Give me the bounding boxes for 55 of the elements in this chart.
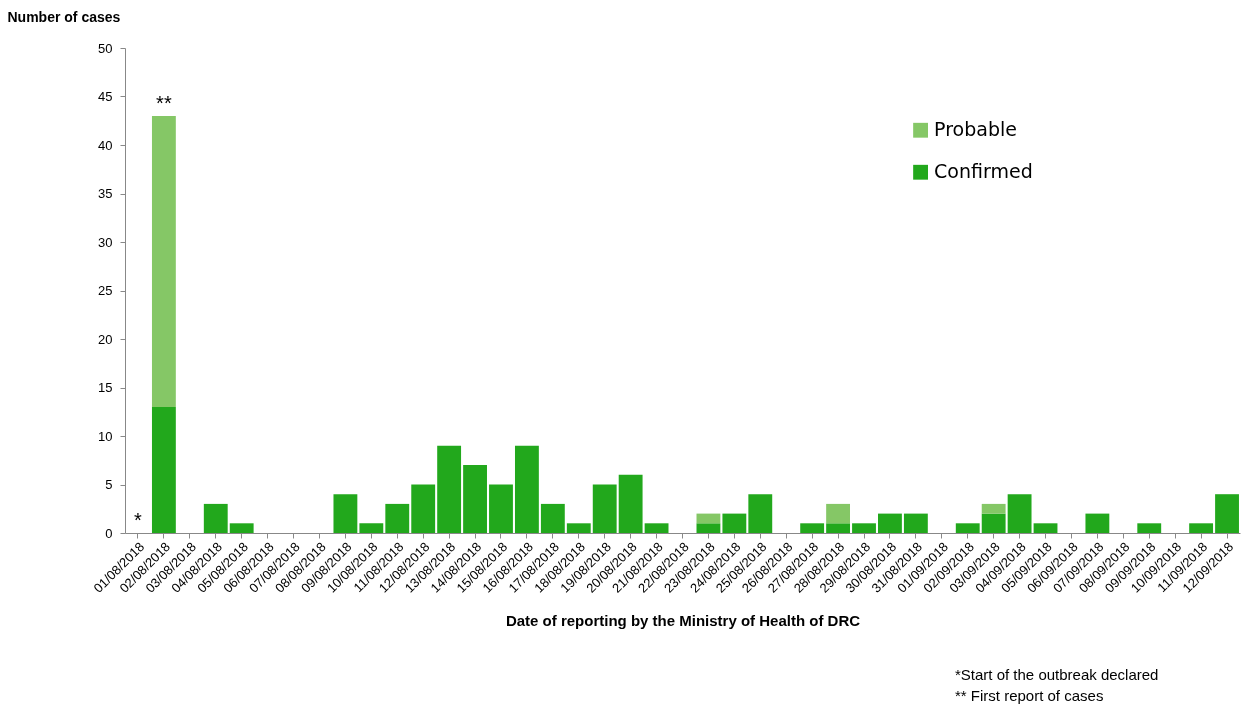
bar — [696, 513, 721, 524]
text: *Start of the outbreak declared — [955, 665, 1159, 685]
y-tick-label: 10 — [98, 428, 113, 444]
bar — [1137, 523, 1162, 533]
bar — [151, 406, 176, 533]
bar — [722, 513, 747, 533]
bar — [489, 484, 513, 533]
bar — [333, 494, 358, 533]
bar — [826, 503, 851, 524]
bar — [359, 523, 384, 533]
bar — [981, 513, 1006, 533]
bar — [748, 494, 773, 533]
bar — [514, 445, 539, 533]
y-tick-label: 20 — [98, 331, 113, 347]
y-tick-label: 25 — [98, 283, 113, 298]
bar — [1215, 494, 1239, 533]
bar — [566, 523, 591, 533]
y-axis-title: Number of cases — [7, 8, 121, 25]
bar — [955, 523, 980, 533]
bar — [903, 513, 928, 533]
bar — [981, 503, 1006, 514]
bar — [151, 115, 176, 407]
bar — [540, 503, 565, 533]
bar — [463, 465, 487, 533]
y-tick-label: 35 — [98, 186, 113, 201]
bar — [644, 523, 669, 533]
bar — [1189, 523, 1214, 533]
bar — [592, 484, 617, 533]
y-tick-label: 5 — [105, 477, 113, 492]
annotation: * — [134, 509, 143, 531]
annotation: ** — [156, 91, 172, 114]
y-tick-label: 50 — [98, 40, 113, 56]
bar — [411, 484, 436, 533]
legend-label: Probable — [934, 118, 1017, 141]
legend-label: Confirmed — [934, 160, 1033, 183]
bar — [203, 503, 228, 533]
bar — [1085, 513, 1110, 533]
y-tick-label: 40 — [98, 137, 113, 153]
bar — [437, 445, 462, 533]
bar — [1033, 523, 1058, 533]
y-tick-label: 0 — [105, 525, 113, 541]
bar — [800, 523, 825, 533]
bar — [696, 523, 721, 533]
bar — [1007, 494, 1032, 533]
text: ** First report of cases — [955, 686, 1105, 706]
bar — [852, 523, 876, 533]
y-tick-label: 30 — [98, 234, 113, 250]
bar — [229, 523, 254, 533]
y-tick-label: 15 — [98, 380, 113, 395]
y-tick-label: 45 — [98, 89, 113, 104]
bar — [826, 523, 851, 533]
x-axis-title: Date of reporting by the Ministry of Health of DRC — [505, 611, 861, 629]
bar — [618, 474, 643, 533]
bar — [385, 503, 410, 533]
bar — [878, 513, 902, 533]
